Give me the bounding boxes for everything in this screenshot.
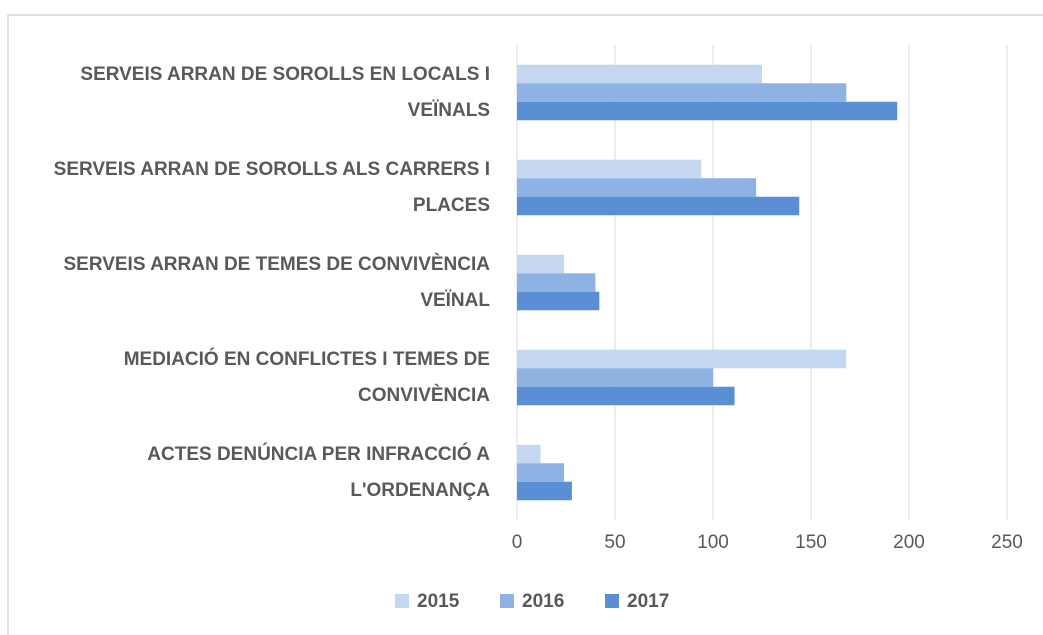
x-tick-label: 150	[795, 532, 827, 553]
bar	[517, 273, 596, 292]
legend-swatch	[605, 594, 619, 608]
bar	[517, 178, 757, 197]
category-label: SERVEIS ARRAN DE SOROLLS ALS CARRERS I P…	[53, 158, 490, 216]
x-tick-label: 50	[604, 532, 625, 553]
bar	[517, 444, 541, 464]
bar	[517, 64, 762, 84]
x-tick-label: 0	[512, 532, 523, 553]
bar	[517, 159, 702, 179]
bar	[517, 291, 600, 311]
legend-label: 2016	[522, 591, 564, 612]
category-label: SERVEIS ARRAN DE SOROLLS EN LOCALS I VEÏ…	[80, 63, 490, 121]
legend-swatch	[395, 594, 409, 608]
bar	[517, 83, 847, 102]
legend-label: 2017	[627, 591, 669, 612]
bar	[517, 386, 735, 406]
legend-swatch	[500, 594, 514, 608]
bar	[517, 481, 572, 501]
bar	[517, 463, 565, 482]
x-tick-label: 200	[893, 532, 925, 553]
bar	[517, 196, 800, 216]
x-tick-label: 250	[991, 532, 1023, 553]
bar	[517, 101, 898, 121]
bar	[517, 254, 565, 274]
category-label: SERVEIS ARRAN DE TEMES DE CONVIVÈNCIA VE…	[63, 253, 490, 311]
category-label: ACTES DENÚNCIA PER INFRACCIÓ A L'ORDENAN…	[147, 443, 490, 501]
legend-label: 2015	[417, 591, 460, 612]
bar	[517, 368, 713, 387]
category-label: MEDIACIÓ EN CONFLICTES I TEMES DE CONVIV…	[123, 348, 490, 406]
bar	[517, 349, 847, 369]
x-tick-label: 100	[697, 532, 729, 553]
frame	[7, 14, 1043, 635]
